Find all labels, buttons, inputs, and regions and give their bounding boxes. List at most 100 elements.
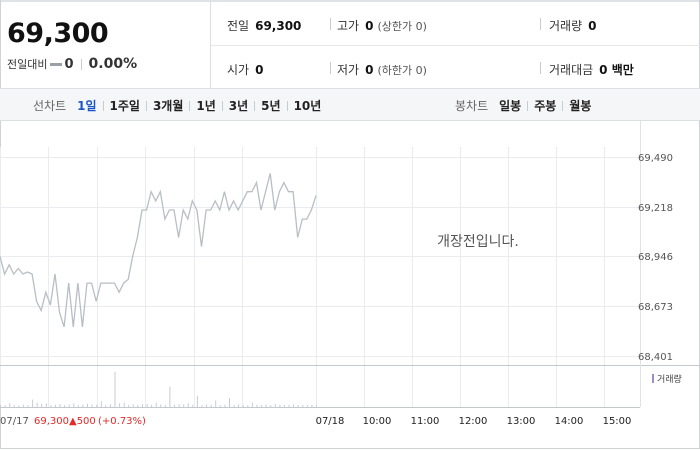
- amount-label: 거래대금: [549, 63, 594, 77]
- volume-bar: [55, 404, 56, 407]
- x-tick-label: 10:00: [363, 416, 392, 427]
- change-percent: 0.00%: [88, 56, 138, 72]
- volume-bar: [137, 405, 139, 407]
- prev-day-close: 69,300: [34, 416, 69, 427]
- volume-bar: [82, 404, 84, 407]
- tab-1d[interactable]: 1일: [77, 99, 97, 113]
- prev-close-label: 전일: [227, 19, 250, 33]
- volume-bar: [270, 405, 272, 407]
- change-line: 전일대비 0 0.00%: [7, 56, 137, 72]
- tab-3y[interactable]: 3년: [228, 99, 249, 113]
- divider: [540, 18, 541, 30]
- volume-legend: 거래량: [652, 373, 682, 385]
- volume-bar: [174, 404, 175, 407]
- volume-bar: [279, 404, 281, 407]
- x-tick-label: 14:00: [555, 416, 584, 427]
- stat-volume: 거래량 0: [549, 17, 596, 34]
- y-tick-label: 68,401: [638, 352, 673, 363]
- divider: [102, 100, 104, 111]
- volume-bar: [27, 405, 29, 407]
- volume-bar: [132, 404, 134, 407]
- volume-bars: [0, 371, 317, 407]
- candle-chart-periods: 봉차트 일봉 주봉 월봉: [455, 97, 591, 114]
- price-line: [0, 173, 317, 328]
- stat-high: 고가 0 (상한가 0): [337, 17, 427, 34]
- volume-bar: [87, 403, 88, 407]
- x-tick-label: 12:00: [459, 416, 488, 427]
- tab-3m[interactable]: 3개월: [152, 99, 184, 113]
- price-box: 69,300 전일대비 0 0.00%: [0, 2, 211, 88]
- volume-bar: [59, 404, 61, 407]
- stats-panel: 전일 69,300 고가 0 (상한가 0) 거래량 0 시가 0 저가 0 (하한가 0) …: [211, 2, 700, 88]
- volume-bar: [251, 402, 253, 407]
- volume-bar: [160, 404, 162, 407]
- volume-bar: [192, 404, 194, 407]
- volume-bar: [114, 371, 116, 407]
- volume-bar: [164, 405, 166, 407]
- divider: [286, 100, 288, 111]
- volume-bar: [155, 402, 157, 407]
- tab-5y[interactable]: 5년: [261, 99, 281, 113]
- tab-1w[interactable]: 1주일: [109, 99, 140, 113]
- volume-bar: [123, 402, 125, 407]
- low-label: 저가: [337, 63, 360, 77]
- tab-1y[interactable]: 1년: [196, 99, 216, 113]
- volume-bar: [91, 404, 93, 407]
- intraday-chart[interactable]: 69,490 69,218 68,946 68,673 68,401 개장전입니다. 거…: [0, 121, 700, 450]
- prev-close-value: 69,300: [255, 19, 302, 33]
- volume-legend-label: 거래량: [657, 373, 682, 385]
- volume-bar: [0, 404, 1, 407]
- stat-low: 저가 0 (하한가 0): [337, 61, 427, 78]
- change-value: 0: [64, 56, 74, 72]
- divider: [221, 100, 223, 111]
- low-value: 0: [365, 63, 374, 77]
- volume-bar: [201, 405, 203, 407]
- volume-bar: [100, 401, 102, 407]
- divider: [189, 100, 191, 111]
- low-limit: (하한가 0): [377, 64, 427, 77]
- volume-bar: [142, 404, 143, 407]
- volume-bar: [196, 395, 198, 407]
- y-tick-label: 68,673: [638, 302, 673, 313]
- volume-bar: [261, 405, 262, 407]
- divider: [145, 100, 147, 111]
- volume-bar: [151, 404, 153, 407]
- volume-bar: [187, 403, 189, 407]
- volume-bar: [311, 404, 313, 407]
- volume-bar: [105, 405, 107, 407]
- volume-bar: [256, 404, 258, 407]
- divider: [80, 58, 82, 70]
- volume-bar: [265, 404, 267, 407]
- stats-row-divider: [211, 45, 700, 46]
- volume-bar: [178, 404, 180, 407]
- line-chart-label: 선차트: [33, 99, 67, 113]
- volume-bar: [36, 402, 38, 407]
- volume-bar: [9, 403, 11, 407]
- tab-weekly-candle[interactable]: 주봉: [534, 99, 557, 113]
- line-chart-periods: 선차트 1일 1주일 3개월 1년 3년 5년 10년: [33, 97, 321, 114]
- x-axis-ticks: 07/18 10:00 11:00 12:00 13:00 14:00 15:00: [316, 416, 632, 427]
- stat-prev-close: 전일 69,300: [227, 17, 301, 34]
- volume-bar: [4, 405, 6, 407]
- volume-bar: [41, 404, 43, 407]
- y-tick-label: 69,490: [638, 153, 673, 164]
- volume-bar: [219, 405, 221, 407]
- divider: [254, 100, 256, 111]
- no-change-icon: [50, 62, 63, 66]
- volume-bar: [206, 404, 208, 407]
- volume-bar: [215, 400, 217, 407]
- tab-daily-candle[interactable]: 일봉: [499, 99, 522, 113]
- volume-bar: [238, 404, 240, 407]
- tab-10y[interactable]: 10년: [293, 99, 322, 113]
- tab-monthly-candle[interactable]: 월봉: [569, 99, 592, 113]
- high-label: 고가: [337, 19, 360, 33]
- divider: [330, 18, 331, 30]
- x-tick-label: 15:00: [603, 416, 632, 427]
- volume-bar: [169, 386, 171, 407]
- volume-bar: [224, 404, 226, 407]
- open-value: 0: [255, 63, 264, 77]
- change-label: 전일대비: [7, 58, 48, 71]
- volume-bar: [306, 405, 308, 407]
- prev-day-date: 07/17: [0, 416, 29, 427]
- volume-bar: [32, 399, 34, 407]
